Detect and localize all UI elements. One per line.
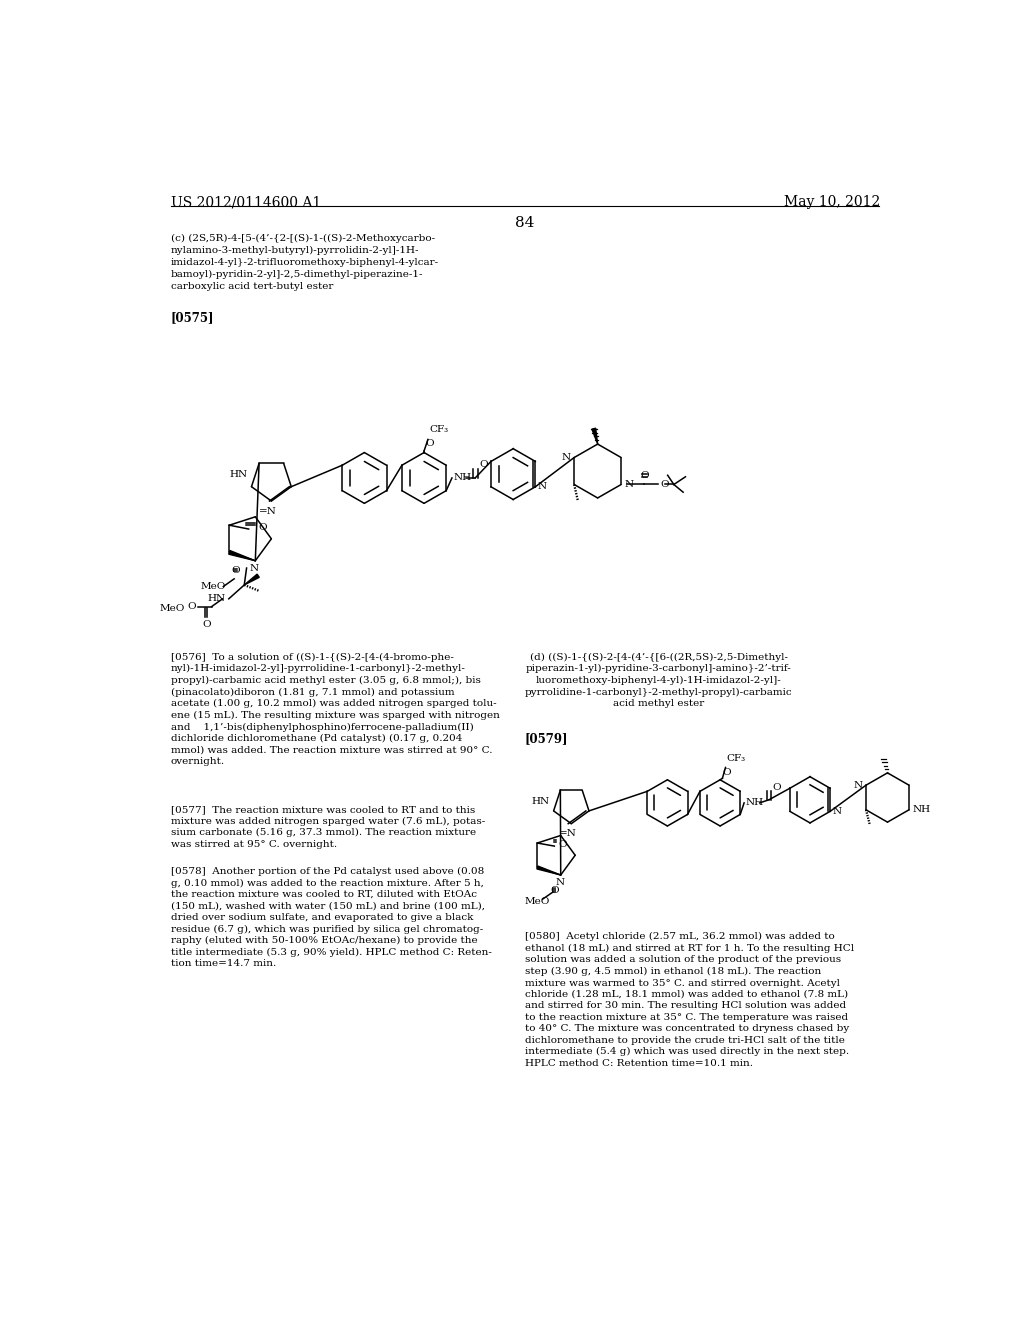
- Text: HN: HN: [208, 594, 225, 603]
- Text: O: O: [659, 480, 669, 488]
- Text: HN: HN: [531, 797, 550, 805]
- Text: O: O: [550, 886, 558, 895]
- Text: US 2012/0114600 A1: US 2012/0114600 A1: [171, 195, 321, 210]
- Text: N: N: [556, 878, 565, 887]
- Text: O: O: [640, 471, 648, 479]
- Text: N: N: [250, 564, 259, 573]
- Polygon shape: [228, 550, 255, 561]
- Text: N: N: [561, 453, 570, 462]
- Polygon shape: [592, 428, 598, 444]
- Text: CF₃: CF₃: [726, 754, 745, 763]
- Text: O: O: [479, 459, 487, 469]
- Text: [0578]  Another portion of the Pd catalyst used above (0.08
g, 0.10 mmol) was ad: [0578] Another portion of the Pd catalys…: [171, 867, 492, 968]
- Text: O: O: [558, 840, 567, 849]
- Text: May 10, 2012: May 10, 2012: [783, 195, 880, 210]
- Polygon shape: [245, 574, 259, 585]
- Text: MeO: MeO: [524, 898, 550, 906]
- Text: [0577]  The reaction mixture was cooled to RT and to this
mixture was added nitr: [0577] The reaction mixture was cooled t…: [171, 805, 485, 849]
- Text: =N: =N: [559, 829, 578, 838]
- Text: (d) ((S)-1-{(S)-2-[4-(4’-{[6-((2R,5S)-2,5-Dimethyl-
piperazin-1-yl)-pyridine-3-c: (d) ((S)-1-{(S)-2-[4-(4’-{[6-((2R,5S)-2,…: [524, 653, 793, 708]
- Text: [0576]  To a solution of ((S)-1-{(S)-2-[4-(4-bromo-phe-
nyl)-1H-imidazol-2-yl]-p: [0576] To a solution of ((S)-1-{(S)-2-[4…: [171, 653, 500, 766]
- Text: N: N: [833, 807, 842, 816]
- Text: N: N: [538, 482, 547, 491]
- Text: [0575]: [0575]: [171, 312, 214, 323]
- Text: [0580]  Acetyl chloride (2.57 mL, 36.2 mmol) was added to
ethanol (18 mL) and st: [0580] Acetyl chloride (2.57 mL, 36.2 mm…: [524, 932, 854, 1068]
- Text: O: O: [426, 438, 434, 447]
- Text: N: N: [853, 780, 862, 789]
- Text: NH: NH: [454, 474, 472, 482]
- Text: MeO: MeO: [159, 605, 184, 614]
- Text: 84: 84: [515, 216, 535, 230]
- Text: O: O: [258, 523, 266, 532]
- Polygon shape: [537, 866, 561, 875]
- Text: O: O: [722, 768, 731, 776]
- Text: CF₃: CF₃: [429, 425, 449, 434]
- Text: [0579]: [0579]: [524, 733, 568, 744]
- Text: N: N: [625, 480, 634, 488]
- Text: O: O: [231, 566, 240, 574]
- Text: O: O: [202, 620, 211, 630]
- Text: MeO: MeO: [200, 582, 225, 591]
- Text: =N: =N: [259, 507, 276, 516]
- Text: NH: NH: [912, 805, 930, 814]
- Text: HN: HN: [229, 470, 248, 479]
- Text: NH: NH: [745, 799, 764, 808]
- Text: O: O: [187, 602, 197, 611]
- Text: O: O: [773, 783, 781, 792]
- Text: (c) (2S,5R)-4-[5-(4’-{2-[(S)-1-((S)-2-Methoxycarbo-
nylamino-3-methyl-butyryl)-p: (c) (2S,5R)-4-[5-(4’-{2-[(S)-1-((S)-2-Me…: [171, 234, 438, 290]
